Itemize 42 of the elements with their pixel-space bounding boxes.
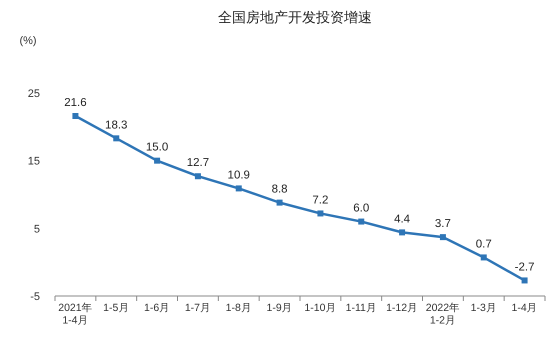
chart-title: 全国房地产开发投资增速 (218, 9, 372, 25)
point (236, 185, 242, 192)
point (72, 113, 78, 120)
point (480, 254, 487, 260)
point (440, 234, 446, 240)
y-tick-label: -5 (30, 291, 40, 303)
point (194, 173, 201, 180)
x-tick-label: 2021年 1-4月 (58, 302, 93, 327)
point (113, 135, 120, 142)
y-tick-label: 25 (28, 88, 40, 100)
text: 7.2 (312, 194, 328, 206)
point (522, 277, 528, 284)
x-tick-label: 1-5月 (103, 302, 130, 314)
point (317, 210, 324, 216)
x-tick-label: 1-7月 (184, 302, 212, 314)
x-tick-label: 1-3月 (470, 302, 497, 314)
text: 12.7 (186, 157, 210, 170)
text: 0.7 (476, 238, 492, 250)
point (154, 158, 160, 164)
y-axis-title: (%) (19, 35, 37, 47)
text: 4.4 (394, 213, 410, 226)
y-tick-label: 15 (28, 156, 40, 168)
y-tick-label: 5 (34, 223, 40, 236)
text: 8.8 (272, 184, 288, 196)
text: -2.7 (514, 261, 534, 274)
text: 18.3 (105, 119, 128, 132)
x-tick-label: 1-10月 (304, 302, 336, 314)
x-tick-label: 1-8月 (226, 302, 252, 314)
x-tick-label: 2022年 1-2月 (426, 302, 460, 327)
x-tick-label: 1-9月 (266, 302, 293, 314)
text: 6.0 (353, 202, 370, 215)
text: 10.9 (228, 169, 250, 182)
x-tick-label: 1-4月 (511, 302, 538, 314)
text: 21.6 (64, 97, 87, 110)
text: 15.0 (146, 142, 168, 154)
point (399, 229, 406, 236)
point (276, 200, 283, 206)
x-tick-label: 1-11月 (346, 302, 377, 314)
text: 3.7 (434, 218, 451, 230)
x-tick-label: 1-12月 (386, 302, 418, 314)
point (358, 218, 364, 225)
x-tick-label: 1-6月 (144, 302, 170, 314)
